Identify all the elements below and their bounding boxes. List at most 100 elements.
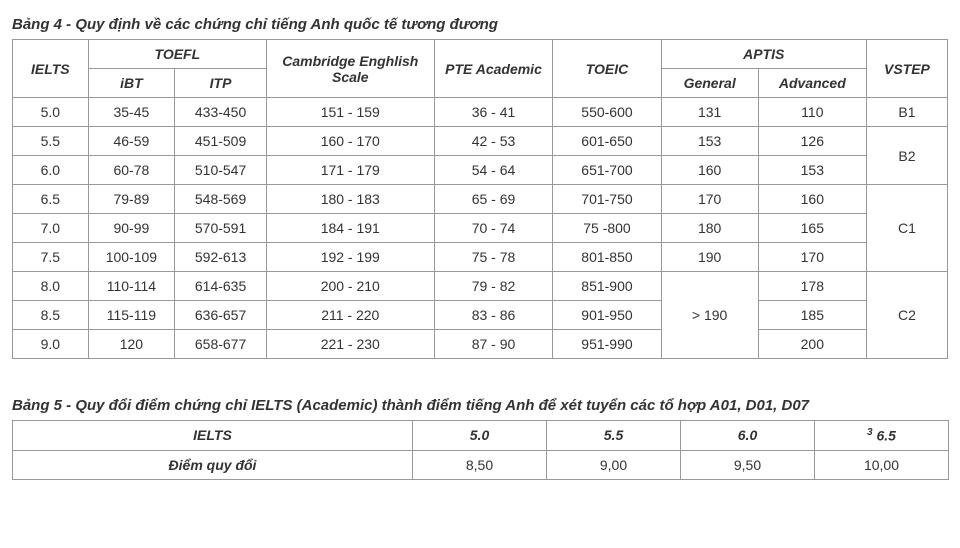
cell-ielts: 5.0 xyxy=(13,98,89,127)
cell-toeic: 550-600 xyxy=(553,98,661,127)
cell-itp: 433-450 xyxy=(175,98,267,127)
table4-title: Bảng 4 - Quy định về các chứng chỉ tiếng… xyxy=(12,16,948,33)
cell-pte: 54 - 64 xyxy=(434,156,553,185)
th-pte: PTE Academic xyxy=(434,40,553,98)
th-aptis-general: General xyxy=(661,69,758,98)
table5-row: Điểm quy đổi 8,50 9,00 9,50 10,00 xyxy=(13,450,949,479)
cell-gen: > 190 xyxy=(661,272,758,359)
cell-toeic: 801-850 xyxy=(553,243,661,272)
th-65-text: 6.5 xyxy=(873,428,896,444)
cell-vstep: C1 xyxy=(866,185,947,272)
cell-itp: 510-547 xyxy=(175,156,267,185)
cell-cam: 171 - 179 xyxy=(267,156,435,185)
cell-pte: 79 - 82 xyxy=(434,272,553,301)
cell-gen: 170 xyxy=(661,185,758,214)
cell-toeic: 951-990 xyxy=(553,330,661,359)
th-65: 3 6.5 xyxy=(815,421,949,451)
cell-itp: 570-591 xyxy=(175,214,267,243)
th-itp: ITP xyxy=(175,69,267,98)
cell-itp: 658-677 xyxy=(175,330,267,359)
table-row: 8.5 115-119 636-657 211 - 220 83 - 86 90… xyxy=(13,301,948,330)
cell-pte: 75 - 78 xyxy=(434,243,553,272)
cell-gen: 180 xyxy=(661,214,758,243)
cell-cam: 200 - 210 xyxy=(267,272,435,301)
cell-pte: 36 - 41 xyxy=(434,98,553,127)
th-conv: Điểm quy đổi xyxy=(13,450,413,479)
cell-adv: 110 xyxy=(758,98,866,127)
cell-gen: 160 xyxy=(661,156,758,185)
cell-cam: 211 - 220 xyxy=(267,301,435,330)
cell-adv: 178 xyxy=(758,272,866,301)
cell-ielts: 8.5 xyxy=(13,301,89,330)
th-aptis-advanced: Advanced xyxy=(758,69,866,98)
cell-vstep: B1 xyxy=(866,98,947,127)
table-row: 5.0 35-45 433-450 151 - 159 36 - 41 550-… xyxy=(13,98,948,127)
cell-ielts: 7.5 xyxy=(13,243,89,272)
th-ibt: iBT xyxy=(88,69,174,98)
cell-cam: 160 - 170 xyxy=(267,127,435,156)
cell-toeic: 75 -800 xyxy=(553,214,661,243)
cell-pte: 87 - 90 xyxy=(434,330,553,359)
table-row: 8.0 110-114 614-635 200 - 210 79 - 82 85… xyxy=(13,272,948,301)
cell-c4: 10,00 xyxy=(815,450,949,479)
cell-itp: 451-509 xyxy=(175,127,267,156)
table4-header-row1: IELTS TOEFL Cambridge Enghlish Scale PTE… xyxy=(13,40,948,69)
cell-adv: 165 xyxy=(758,214,866,243)
cell-adv: 185 xyxy=(758,301,866,330)
th-60: 6.0 xyxy=(681,421,815,451)
cell-pte: 83 - 86 xyxy=(434,301,553,330)
cell-c1: 8,50 xyxy=(413,450,547,479)
th-cambridge: Cambridge Enghlish Scale xyxy=(267,40,435,98)
cell-pte: 42 - 53 xyxy=(434,127,553,156)
th-toefl: TOEFL xyxy=(88,40,266,69)
cell-itp: 548-569 xyxy=(175,185,267,214)
th-50: 5.0 xyxy=(413,421,547,451)
cell-ibt: 115-119 xyxy=(88,301,174,330)
cell-adv: 153 xyxy=(758,156,866,185)
th-vstep: VSTEP xyxy=(866,40,947,98)
cell-ibt: 120 xyxy=(88,330,174,359)
table-row: 9.0 120 658-677 221 - 230 87 - 90 951-99… xyxy=(13,330,948,359)
cell-ielts: 6.0 xyxy=(13,156,89,185)
cell-gen: 190 xyxy=(661,243,758,272)
table-row: 7.0 90-99 570-591 184 - 191 70 - 74 75 -… xyxy=(13,214,948,243)
cell-ibt: 110-114 xyxy=(88,272,174,301)
cell-ibt: 79-89 xyxy=(88,185,174,214)
cell-ibt: 46-59 xyxy=(88,127,174,156)
cell-cam: 192 - 199 xyxy=(267,243,435,272)
cell-toeic: 651-700 xyxy=(553,156,661,185)
table-row: 6.5 79-89 548-569 180 - 183 65 - 69 701-… xyxy=(13,185,948,214)
cell-vstep: C2 xyxy=(866,272,947,359)
cell-ibt: 90-99 xyxy=(88,214,174,243)
cell-toeic: 901-950 xyxy=(553,301,661,330)
cell-cam: 180 - 183 xyxy=(267,185,435,214)
cell-cam: 221 - 230 xyxy=(267,330,435,359)
table4: IELTS TOEFL Cambridge Enghlish Scale PTE… xyxy=(12,39,948,359)
table5: IELTS 5.0 5.5 6.0 3 6.5 Điểm quy đổi 8,5… xyxy=(12,420,949,480)
cell-adv: 126 xyxy=(758,127,866,156)
th-aptis: APTIS xyxy=(661,40,866,69)
cell-ibt: 60-78 xyxy=(88,156,174,185)
cell-vstep: B2 xyxy=(866,127,947,185)
cell-gen: 153 xyxy=(661,127,758,156)
cell-ibt: 35-45 xyxy=(88,98,174,127)
table5-title: Bảng 5 - Quy đổi điểm chứng chỉ IELTS (A… xyxy=(12,397,948,414)
cell-gen: 131 xyxy=(661,98,758,127)
th-55: 5.5 xyxy=(547,421,681,451)
cell-ielts: 9.0 xyxy=(13,330,89,359)
cell-itp: 592-613 xyxy=(175,243,267,272)
cell-itp: 614-635 xyxy=(175,272,267,301)
table-row: 5.5 46-59 451-509 160 - 170 42 - 53 601-… xyxy=(13,127,948,156)
th-ielts: IELTS xyxy=(13,421,413,451)
cell-c2: 9,00 xyxy=(547,450,681,479)
cell-ielts: 6.5 xyxy=(13,185,89,214)
cell-toeic: 601-650 xyxy=(553,127,661,156)
cell-adv: 160 xyxy=(758,185,866,214)
cell-itp: 636-657 xyxy=(175,301,267,330)
cell-ielts: 7.0 xyxy=(13,214,89,243)
th-ielts: IELTS xyxy=(13,40,89,98)
cell-adv: 200 xyxy=(758,330,866,359)
cell-pte: 70 - 74 xyxy=(434,214,553,243)
table-row: 6.0 60-78 510-547 171 - 179 54 - 64 651-… xyxy=(13,156,948,185)
cell-pte: 65 - 69 xyxy=(434,185,553,214)
